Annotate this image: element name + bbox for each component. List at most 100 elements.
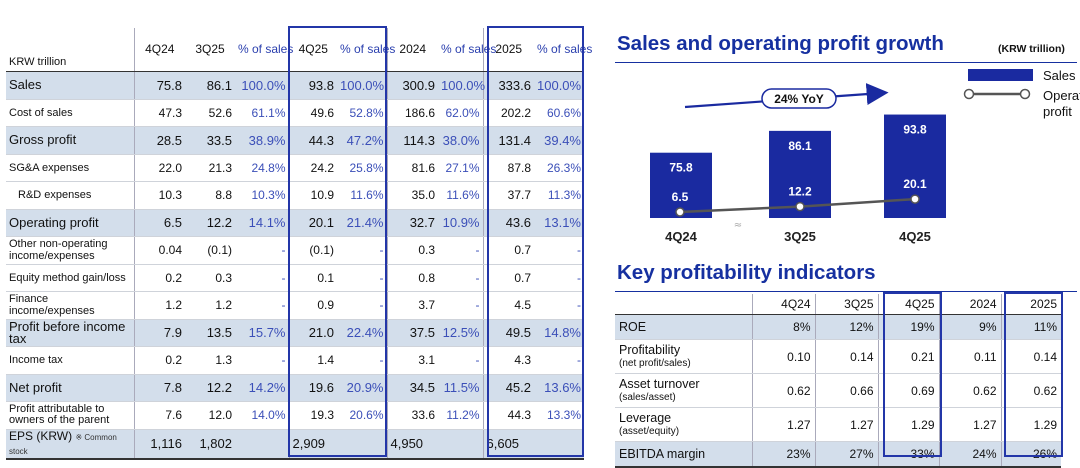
cell: 7.8 bbox=[133, 374, 185, 402]
cell bbox=[438, 429, 483, 460]
cell: 0.04 bbox=[133, 236, 185, 265]
col-header: 4Q25 bbox=[877, 294, 939, 315]
cell: - bbox=[337, 346, 387, 375]
cell: 15.7% bbox=[235, 319, 289, 347]
table-row: EPS (KRW) ※ Common stock 1,116 1,802 2,9… bbox=[6, 428, 584, 460]
row-label: Gross profit bbox=[6, 126, 134, 155]
kpi-label: Leverage (asset/equity) bbox=[615, 407, 752, 442]
col-header: 3Q25 bbox=[814, 294, 878, 315]
cell: 8% bbox=[751, 314, 815, 340]
cell: - bbox=[438, 264, 483, 292]
cell: 21.4% bbox=[337, 209, 387, 237]
cell: 333.6 bbox=[482, 71, 534, 100]
row-label: Operating profit bbox=[6, 209, 134, 237]
cell: 28.5 bbox=[133, 126, 185, 155]
op-value-label: 12.2 bbox=[788, 185, 812, 199]
cell: 14.2% bbox=[235, 374, 289, 402]
cell: 12% bbox=[814, 314, 878, 340]
cell: 38.9% bbox=[235, 126, 289, 155]
cell: 27% bbox=[814, 441, 878, 468]
cell: - bbox=[337, 236, 387, 265]
row-label: Other non-operating income/expenses bbox=[6, 236, 134, 265]
col-header: % of sales bbox=[235, 28, 293, 72]
table-row: Income tax 0.2 1.3 - 1.4 - 3.1 - 4.3 - bbox=[6, 346, 584, 375]
col-header: 2025 bbox=[482, 28, 534, 72]
cell: 24% bbox=[938, 441, 1001, 468]
cell: 100.0% bbox=[534, 71, 584, 100]
sales-op-chart: 24% YoY 75.8 86.1 93.8 6.5 12.2 20.1 4Q24 3Q2… bbox=[650, 83, 946, 244]
cell: 100.0% bbox=[438, 71, 485, 100]
cell: 52.6 bbox=[185, 99, 235, 127]
cell: 39.4% bbox=[534, 126, 584, 155]
col-header: 4Q25 bbox=[288, 28, 337, 72]
col-header: % of sales bbox=[534, 28, 592, 72]
col-header: 4Q24 bbox=[133, 28, 185, 72]
cell: 0.11 bbox=[938, 339, 1001, 374]
cell: 12.2 bbox=[185, 374, 235, 402]
row-label: R&D expenses bbox=[6, 181, 134, 210]
cell: 0.2 bbox=[133, 264, 185, 292]
cell: 52.8% bbox=[337, 99, 387, 127]
cell: - bbox=[534, 236, 584, 265]
kpi-sub: (net profit/sales) bbox=[619, 357, 691, 369]
cell: 0.21 bbox=[877, 339, 939, 374]
cell: 43.6 bbox=[482, 209, 534, 237]
yoy-annotation: 24% YoY bbox=[774, 92, 824, 106]
col-header: 3Q25 bbox=[185, 28, 235, 72]
cell: 1.29 bbox=[877, 407, 939, 442]
cell: 26.3% bbox=[534, 154, 584, 182]
cell: 0.10 bbox=[751, 339, 815, 374]
cell: 10.3% bbox=[235, 181, 289, 210]
cell: 0.14 bbox=[814, 339, 878, 374]
kpi-row: ROE 8% 12% 19% 9% 11% bbox=[615, 314, 1061, 340]
kpi-row: EBITDA margin 23% 27% 33% 24% 26% bbox=[615, 441, 1061, 468]
cell: - bbox=[534, 264, 584, 292]
cell: 22.0 bbox=[133, 154, 185, 182]
cell: - bbox=[235, 346, 289, 375]
col-header: 2025 bbox=[1000, 294, 1061, 315]
cell: 20.1 bbox=[288, 209, 337, 237]
cell: - bbox=[337, 264, 387, 292]
cell: 13.6% bbox=[534, 374, 584, 402]
axis-break-icon: ≈ bbox=[734, 220, 742, 231]
cell: 0.14 bbox=[1000, 339, 1061, 374]
cell: 93.8 bbox=[288, 71, 337, 100]
kpi-label: ROE bbox=[615, 314, 752, 340]
cell: 1.27 bbox=[814, 407, 878, 442]
cell: 1.27 bbox=[938, 407, 1001, 442]
cell: 14.1% bbox=[235, 209, 289, 237]
cell: 2,909 bbox=[288, 429, 337, 460]
cell: 34.5 bbox=[386, 374, 438, 402]
sales-value-label: 75.8 bbox=[669, 161, 693, 175]
kpi-name: Leverage bbox=[619, 410, 672, 425]
table-row: Finance income/expenses 1.2 1.2 - 0.9 - … bbox=[6, 291, 584, 320]
op-point bbox=[910, 194, 920, 204]
row-label: Net profit bbox=[6, 374, 134, 402]
cell: 6.5 bbox=[133, 209, 185, 237]
kpi-sub: (asset/equity) bbox=[619, 425, 680, 437]
cell: 61.1% bbox=[235, 99, 289, 127]
table-row: Cost of sales 47.3 52.6 61.1% 49.6 52.8%… bbox=[6, 99, 584, 127]
eps-note: ※ Common stock bbox=[9, 432, 117, 456]
cell: 14.8% bbox=[534, 319, 584, 347]
cell: 0.62 bbox=[938, 373, 1001, 408]
cell: - bbox=[235, 264, 289, 292]
eps-label: EPS (KRW) bbox=[9, 428, 73, 443]
cell: 6,605 bbox=[482, 429, 534, 460]
cell: 300.9 bbox=[386, 71, 438, 100]
row-label: SG&A expenses bbox=[6, 154, 134, 182]
row-label: Finance income/expenses bbox=[6, 291, 134, 320]
cell: 4.3 bbox=[482, 346, 534, 375]
op-value-label: 6.5 bbox=[672, 190, 689, 204]
row-label: Profit attributable to owners of the par… bbox=[6, 401, 134, 430]
x-tick-label: 3Q25 bbox=[784, 229, 816, 244]
cell: 21.3 bbox=[185, 154, 235, 182]
cell: 1.2 bbox=[185, 291, 235, 320]
cell: 47.2% bbox=[337, 126, 387, 155]
cell: 11% bbox=[1000, 314, 1061, 340]
legend-op-swatch bbox=[963, 88, 1031, 100]
col-header: % of sales bbox=[337, 28, 395, 72]
cell: (0.1) bbox=[288, 236, 337, 265]
cell: - bbox=[235, 291, 289, 320]
op-value-label: 20.1 bbox=[903, 177, 927, 191]
